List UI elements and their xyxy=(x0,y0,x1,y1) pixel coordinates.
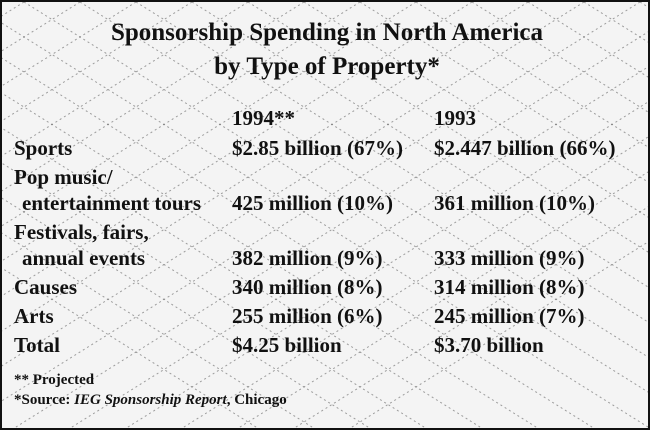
value-1994-row-4: 255 million (6%) xyxy=(232,304,383,328)
chart-title: Sponsorship Spending in North America xyxy=(110,19,544,46)
value-1993-row-1: 361 million (10%) xyxy=(434,191,595,215)
value-1993-row-4: 245 million (7%) xyxy=(434,304,585,328)
row-label-1-1: entertainment tours xyxy=(22,191,202,215)
row-label-4-0: Arts xyxy=(14,304,54,328)
row-label-1-0: Pop music/ xyxy=(14,165,113,189)
row-label-3-0: Causes xyxy=(14,275,78,299)
value-1994-row-3: 340 million (8%) xyxy=(232,275,383,299)
footnote-projected: ** Projected xyxy=(14,372,95,388)
source-title: IEG Sponsorship Report xyxy=(74,392,227,408)
chart-subtitle: by Type of Property* xyxy=(214,53,440,80)
column-header-1993: 1993 xyxy=(434,106,476,130)
value-1993-row-2: 333 million (9%) xyxy=(434,246,585,270)
row-label-5-0: Total xyxy=(14,333,60,357)
value-1994-row-1: 425 million (10%) xyxy=(232,191,393,215)
value-1993-row-3: 314 million (8%) xyxy=(434,275,585,299)
value-1994-row-5: $4.25 billion xyxy=(232,333,342,357)
source-prefix: *Source: xyxy=(14,392,75,408)
footnote-source: *Source: IEG Sponsorship Report, Chicago xyxy=(14,392,287,409)
row-label-2-0: Festivals, fairs, xyxy=(14,220,149,244)
value-1994-row-2: 382 million (9%) xyxy=(232,246,383,270)
row-label-0-0: Sports xyxy=(14,136,73,160)
row-label-2-1: annual events xyxy=(22,246,146,270)
value-1993-row-5: $3.70 billion xyxy=(434,333,544,357)
value-1994-row-0: $2.85 billion (67%) xyxy=(232,136,403,160)
value-1993-row-0: $2.447 billion (66%) xyxy=(434,136,616,160)
column-header-1994: 1994** xyxy=(232,106,295,130)
source-suffix: , Chicago xyxy=(226,392,287,408)
